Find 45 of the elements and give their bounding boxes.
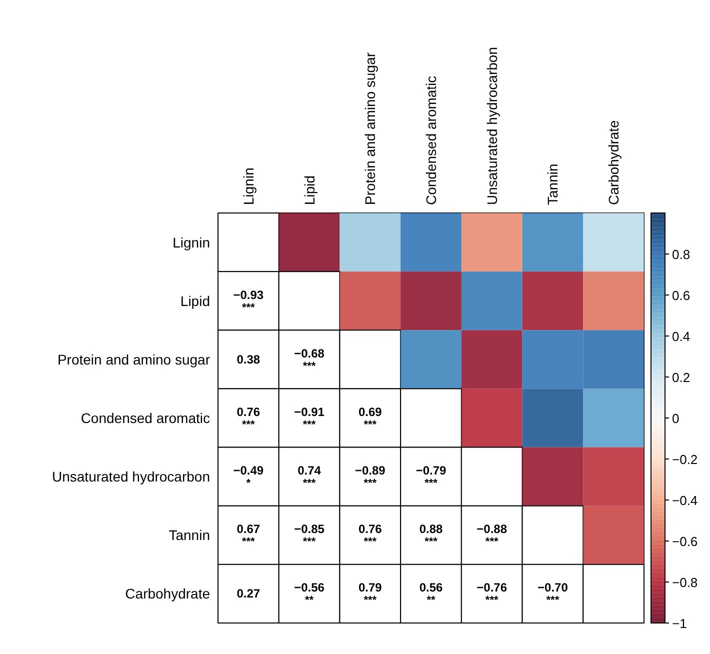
- text: 0.56 **: [419, 580, 443, 607]
- text: −0.91 ***: [294, 405, 324, 431]
- x-tick-label: Tannin: [544, 164, 561, 205]
- text: 0.69 ***: [358, 405, 382, 431]
- text: −0.56 **: [294, 580, 324, 607]
- x-tick-label: Lignin: [240, 168, 256, 205]
- color-bar-label: 0.4: [672, 329, 690, 344]
- text: 0.27: [236, 586, 260, 601]
- color-bar-label: 0.2: [672, 370, 690, 385]
- text: −0.93 ***: [233, 288, 264, 314]
- x-tick-label: Carbohydrate: [606, 120, 622, 205]
- color-bar-label: −0.4: [672, 493, 698, 508]
- text: −0.85 ***: [294, 522, 324, 548]
- text: −0.88 ***: [476, 522, 508, 548]
- x-tick-label: Unsaturated hydrocarbon: [484, 47, 500, 205]
- y-tick-label: Unsaturated hydrocarbon: [52, 468, 210, 485]
- x-tick-label: Protein and amino sugar: [362, 52, 378, 205]
- text: 0.79 ***: [358, 580, 382, 607]
- text: 0.74 ***: [298, 464, 321, 490]
- y-tick-label: Condensed aromatic: [80, 410, 210, 426]
- text: −0.89 ***: [354, 464, 386, 490]
- text: 0.76 ***: [236, 405, 260, 431]
- x-tick-label: Lipid: [301, 175, 318, 205]
- text: −0.79 ***: [416, 464, 446, 490]
- color-bar-label: −1: [672, 616, 687, 631]
- text: −0.68 ***: [294, 346, 324, 372]
- text: −0.70 ***: [538, 580, 568, 607]
- text: 0.38: [236, 352, 260, 366]
- color-bar-label: 0.8: [672, 247, 690, 262]
- color-bar-label: −0.6: [672, 534, 698, 549]
- y-tick-label: Protein and amino sugar: [57, 351, 210, 368]
- color-bar-label: −0.2: [672, 452, 698, 467]
- color-bar-label: 0: [672, 411, 680, 426]
- text: 0.67 ***: [236, 522, 260, 548]
- y-tick-label: Lignin: [172, 234, 210, 250]
- text: 0.76 ***: [358, 522, 382, 548]
- x-tick-label: Condensed aromatic: [423, 76, 439, 205]
- y-tick-label: Tannin: [168, 527, 210, 544]
- text: −0.76 ***: [476, 580, 508, 607]
- color-bar-label: −0.8: [672, 575, 698, 590]
- y-tick-label: Carbohydrate: [125, 586, 210, 602]
- y-tick-label: Lipid: [180, 292, 210, 309]
- text: 0.88 ***: [419, 522, 443, 548]
- text: −0.49 *: [233, 464, 264, 490]
- color-bar-label: 0.6: [672, 288, 690, 303]
